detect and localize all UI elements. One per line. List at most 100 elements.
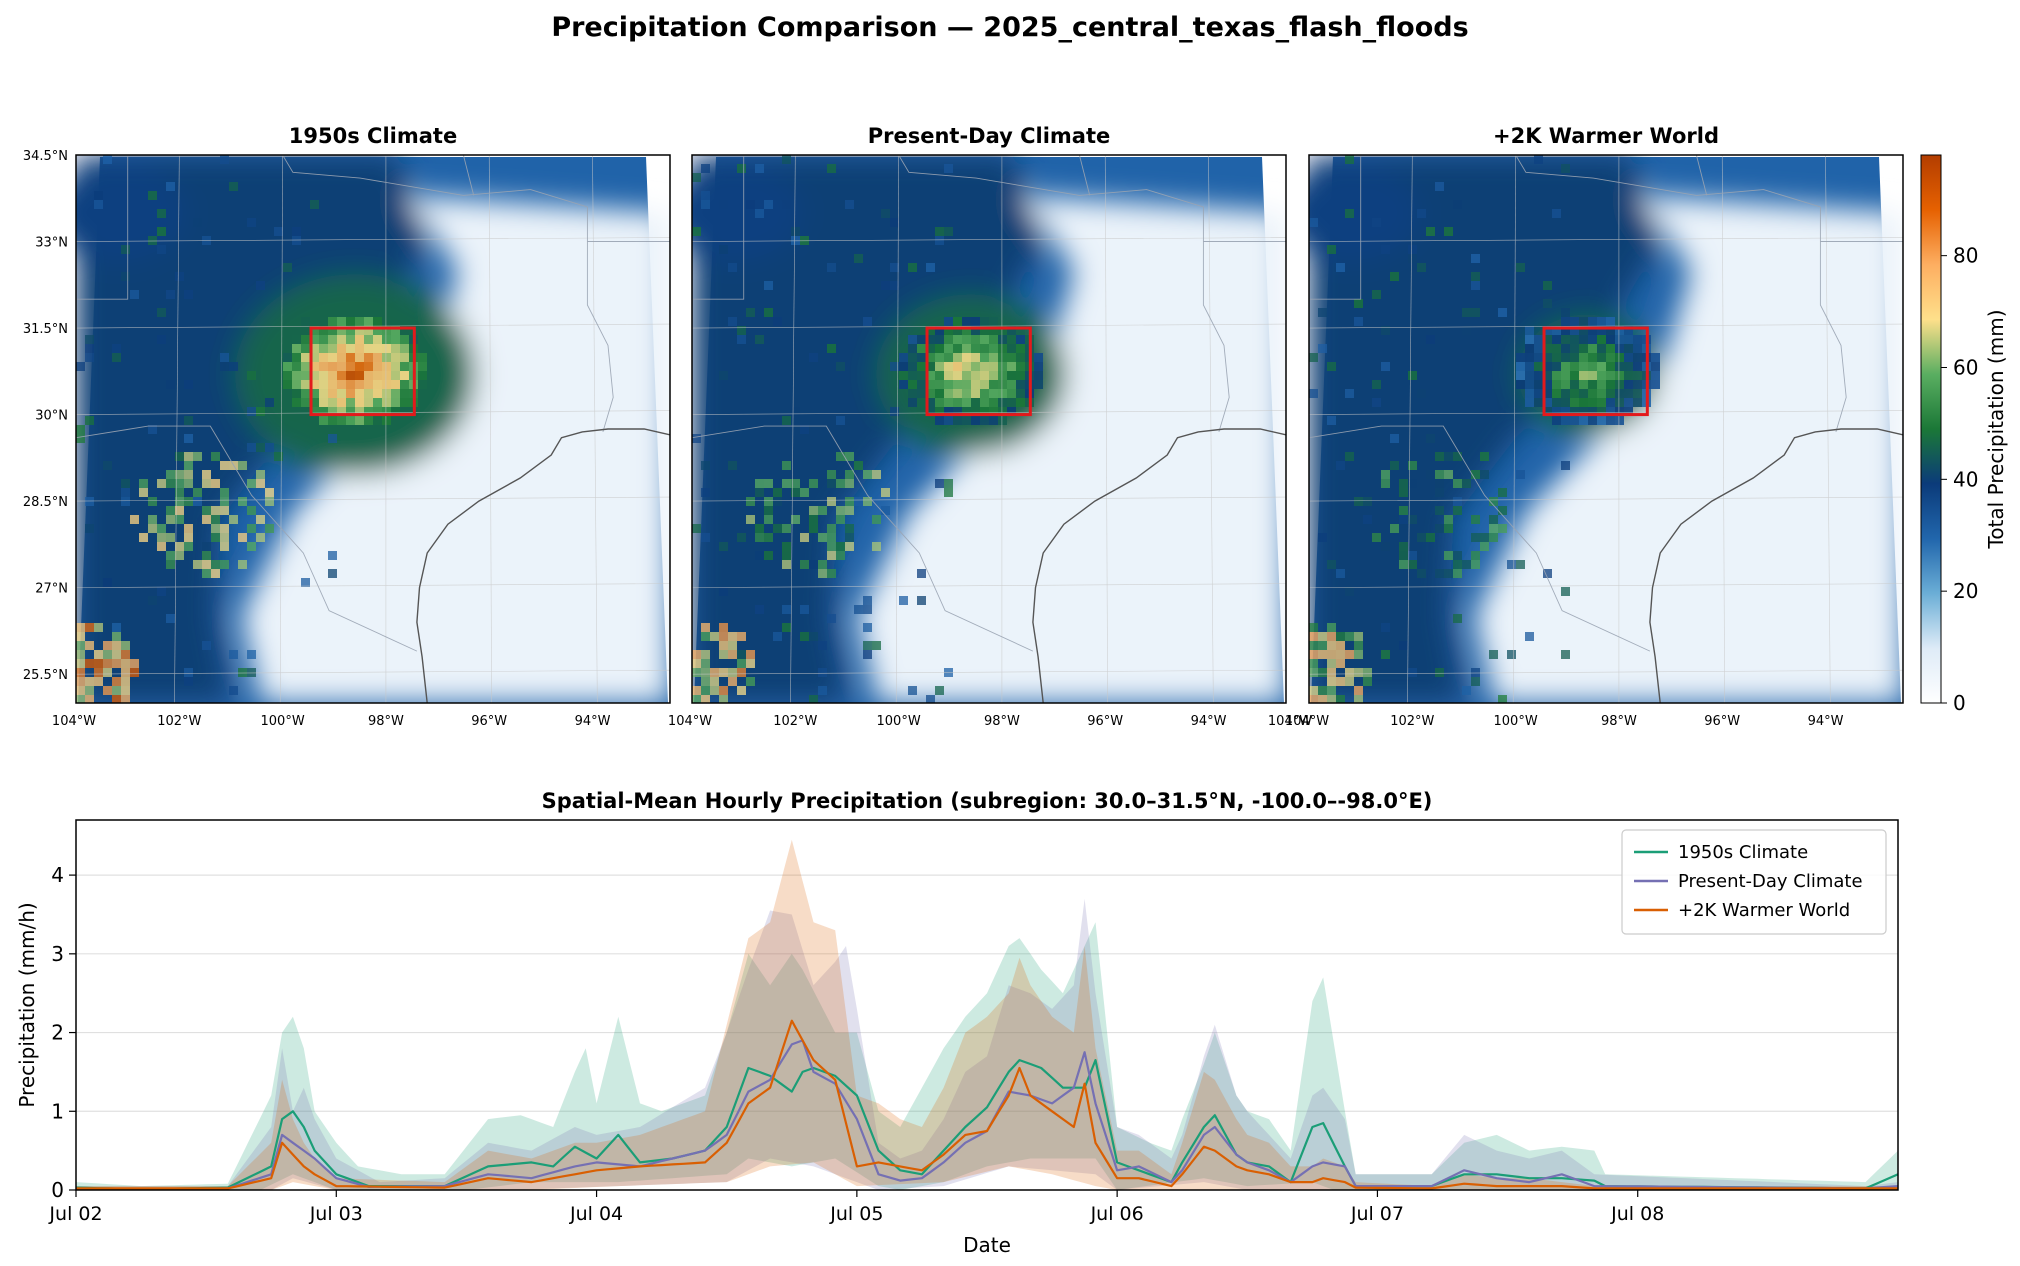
precip-cell [1624,407,1633,416]
precip-cell [1561,407,1570,416]
precip-cell [76,686,85,695]
precip-cell [971,416,980,425]
precip-cell [301,389,310,398]
precip-cell [400,353,409,362]
precip-cell [728,668,737,677]
map-x-tick-label: 94°W [575,714,611,729]
precip-cell [1534,371,1543,380]
precip-cell [355,407,364,416]
precip-cell [935,326,944,335]
precip-cell [1336,677,1345,686]
map-x-tick-label: 104°W [1268,714,1312,729]
precip-cell [1552,362,1561,371]
precip-cell [355,317,364,326]
precip-cell [1561,344,1570,353]
precip-cell [719,623,728,632]
precip-cell [989,371,998,380]
precip-cell [211,524,220,533]
map-panel-title: 1950s Climate [289,124,457,148]
precip-cell [229,515,238,524]
precip-cell [1606,398,1615,407]
precip-cell [103,461,112,470]
precip-cell [1318,308,1327,317]
precip-cell [346,389,355,398]
precip-cell [1016,362,1025,371]
precip-cell [917,389,926,398]
precip-cell [328,569,337,578]
precip-cell [121,245,130,254]
precip-cell [791,236,800,245]
precip-cell [1363,515,1372,524]
precip-cell [728,677,737,686]
meridian-line [1407,155,1413,703]
precip-cell [238,560,247,569]
precip-cell [719,200,728,209]
precip-cell [1327,686,1336,695]
precip-cell [971,389,980,398]
map-panel: Present-Day Climate 104°W 102°W 100°W 98°W 96… [668,124,1287,729]
precip-cell [346,353,355,362]
precip-cell [998,335,1007,344]
political-borders [692,155,1286,652]
precip-cell [1552,353,1561,362]
precip-cell [701,695,710,703]
precip-cell [202,641,211,650]
precip-cell [962,362,971,371]
precip-cell [863,497,872,506]
precip-cell [1471,308,1480,317]
precip-cell [917,596,926,605]
precip-cell [1543,371,1552,380]
precip-cell [935,236,944,245]
precip-cell [1651,380,1660,389]
precip-cell [1309,641,1318,650]
precip-cell [1570,362,1579,371]
precip-cell [755,524,764,533]
precip-cell [1552,407,1561,416]
precip-cell [836,551,845,560]
precip-cell [980,344,989,353]
precip-cell [211,506,220,515]
precip-cell [827,614,836,623]
precip-cell [319,407,328,416]
precip-cell [1624,380,1633,389]
precip-cells [1309,155,1660,703]
x-tick-label: Jul 07 [1350,1203,1404,1225]
precip-cell [944,362,953,371]
precip-cell [94,659,103,668]
precip-cell [1489,497,1498,506]
precip-cell [328,551,337,560]
precip-cell [746,659,755,668]
precip-cell [1435,452,1444,461]
precip-cell [319,371,328,380]
precip-cell [755,164,764,173]
precip-cell [1016,380,1025,389]
precip-cell [265,488,274,497]
precip-cell [256,281,265,290]
precip-cell [1516,470,1525,479]
precip-cell [1354,632,1363,641]
precip-cell [1633,344,1642,353]
precip-cell [917,398,926,407]
precip-cell [998,344,1007,353]
precip-cell [139,488,148,497]
precip-cell [935,686,944,695]
precip-cell [755,209,764,218]
precip-cell [971,380,980,389]
map-x-tick-label: 98°W [984,714,1020,729]
precip-cell [773,524,782,533]
precip-cell [1444,569,1453,578]
precip-cell [328,317,337,326]
precip-cell [854,497,863,506]
precip-cell [1318,668,1327,677]
precip-cell [1570,353,1579,362]
precip-cell [908,362,917,371]
map-x-tick-label: 96°W [471,714,507,729]
precip-cell [103,578,112,587]
precip-cell [953,335,962,344]
precip-cell [301,398,310,407]
precip-cell [728,263,737,272]
precip-cell [391,326,400,335]
meridian-line [488,155,492,703]
timeseries-title: Spatial-Mean Hourly Precipitation (subre… [542,789,1433,813]
precip-cell [1426,470,1435,479]
